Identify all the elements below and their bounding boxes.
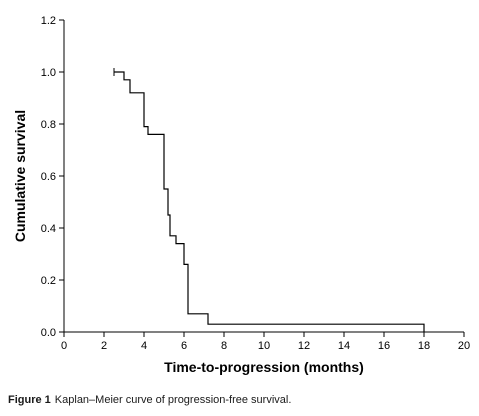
censor-marks	[113, 68, 189, 310]
y-tick-label: 0.2	[41, 275, 56, 287]
y-tick-label: 0.0	[41, 327, 56, 339]
y-tick-label: 0.4	[41, 223, 56, 235]
figure-caption: Figure 1 Kaplan–Meier curve of progressio…	[8, 394, 291, 406]
km-survival-curve	[114, 71, 425, 332]
x-tick-label: 20	[458, 340, 470, 352]
x-tick-label: 0	[61, 340, 67, 352]
x-tick-label: 8	[221, 340, 227, 352]
caption-label: Figure 1	[8, 394, 51, 406]
x-tick-label: 6	[181, 340, 187, 352]
x-tick-label: 2	[101, 340, 107, 352]
y-axis-title: Cumulative survival	[12, 110, 28, 242]
caption-text: Kaplan–Meier curve of progression-free s…	[54, 394, 292, 406]
x-tick-label: 14	[338, 340, 350, 352]
x-ticks: 0 2 4 6 8 10 12 14 16 18 20	[61, 332, 470, 352]
y-ticks: 0.0 0.2 0.4 0.6 0.8 1.0 1.2	[41, 15, 64, 339]
y-tick-label: 1.0	[41, 67, 56, 79]
x-tick-label: 10	[258, 340, 270, 352]
y-tick-label: 0.6	[41, 171, 56, 183]
x-axis-title: Time-to-progression (months)	[164, 359, 364, 375]
x-tick-label: 4	[141, 340, 147, 352]
x-tick-label: 18	[418, 340, 430, 352]
x-tick-label: 16	[378, 340, 390, 352]
y-tick-label: 0.8	[41, 119, 56, 131]
axes	[63, 20, 464, 333]
y-tick-label: 1.2	[41, 15, 56, 27]
x-tick-label: 12	[298, 340, 310, 352]
